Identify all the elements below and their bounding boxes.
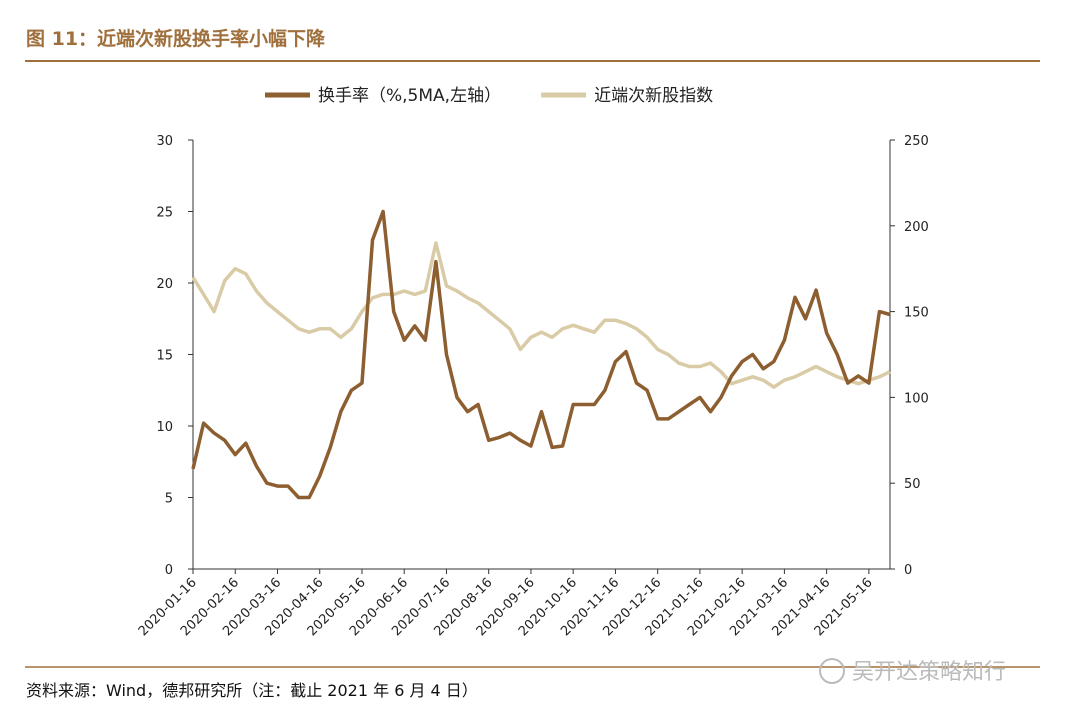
- legend-label: 换手率（%,5MA,左轴）: [318, 86, 501, 106]
- source: 资料来源：Wind，德邦研究所（注：截止 2021 年 6 月 4 日）: [26, 681, 478, 700]
- series-line: [191, 209, 891, 500]
- y-tick-label: 30: [156, 134, 173, 149]
- y-tick-label: 20: [156, 277, 173, 292]
- y-tick-label: 10: [156, 420, 173, 435]
- chart-title: 图 11：近端次新股换手率小幅下降: [26, 27, 326, 50]
- series-line: [191, 241, 891, 389]
- y2-tick-label: 200: [904, 220, 929, 235]
- watermark-icon: [819, 658, 845, 684]
- y2-tick-label: 0: [904, 563, 912, 578]
- y-tick-label: 25: [156, 206, 173, 221]
- watermark: 吴开达策略知行: [852, 660, 1006, 685]
- y2-tick-label: 100: [904, 391, 929, 406]
- y-tick-label: 5: [165, 492, 173, 507]
- y-tick-label: 15: [156, 349, 173, 364]
- legend-label: 近端次新股指数: [594, 86, 713, 106]
- y2-tick-label: 50: [904, 477, 921, 492]
- y2-tick-label: 150: [904, 306, 929, 321]
- y-tick-label: 0: [165, 563, 173, 578]
- y2-tick-label: 250: [904, 134, 929, 149]
